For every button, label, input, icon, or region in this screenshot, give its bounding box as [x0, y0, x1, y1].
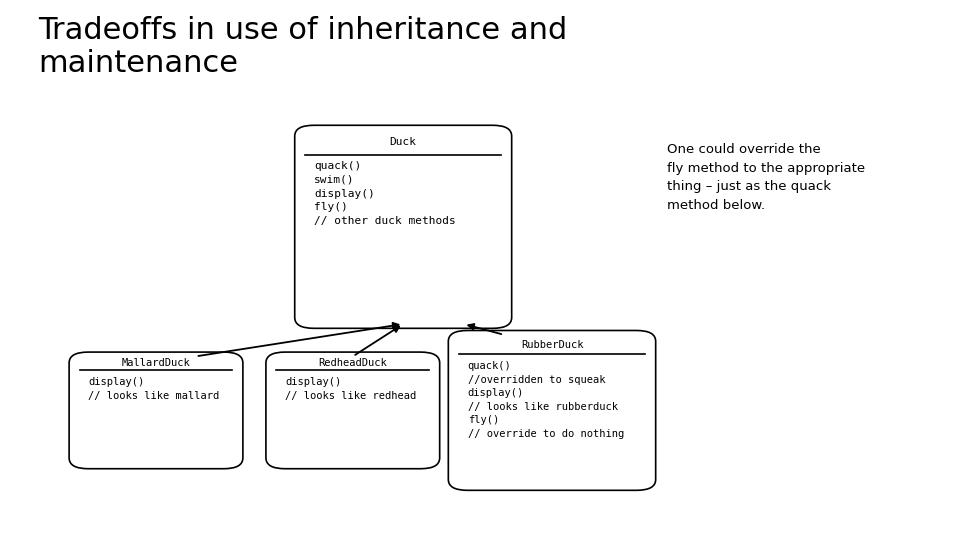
FancyBboxPatch shape [295, 125, 512, 328]
Text: One could override the
fly method to the appropriate
thing – just as the quack
m: One could override the fly method to the… [667, 143, 865, 212]
Text: quack()
//overridden to squeak
display()
// looks like rubberduck
fly()
// overr: quack() //overridden to squeak display()… [468, 361, 624, 439]
Text: quack()
swim()
display()
fly()
// other duck methods: quack() swim() display() fly() // other … [314, 161, 456, 226]
Text: display()
// looks like mallard: display() // looks like mallard [88, 377, 220, 401]
Text: Duck: Duck [390, 137, 417, 147]
Text: Tradeoffs in use of inheritance and
maintenance: Tradeoffs in use of inheritance and main… [38, 16, 567, 78]
FancyBboxPatch shape [448, 330, 656, 490]
Text: display()
// looks like redhead: display() // looks like redhead [285, 377, 417, 401]
FancyBboxPatch shape [266, 352, 440, 469]
Text: MallardDuck: MallardDuck [122, 359, 190, 368]
Text: RedheadDuck: RedheadDuck [319, 359, 387, 368]
Text: RubberDuck: RubberDuck [520, 340, 584, 349]
FancyBboxPatch shape [69, 352, 243, 469]
